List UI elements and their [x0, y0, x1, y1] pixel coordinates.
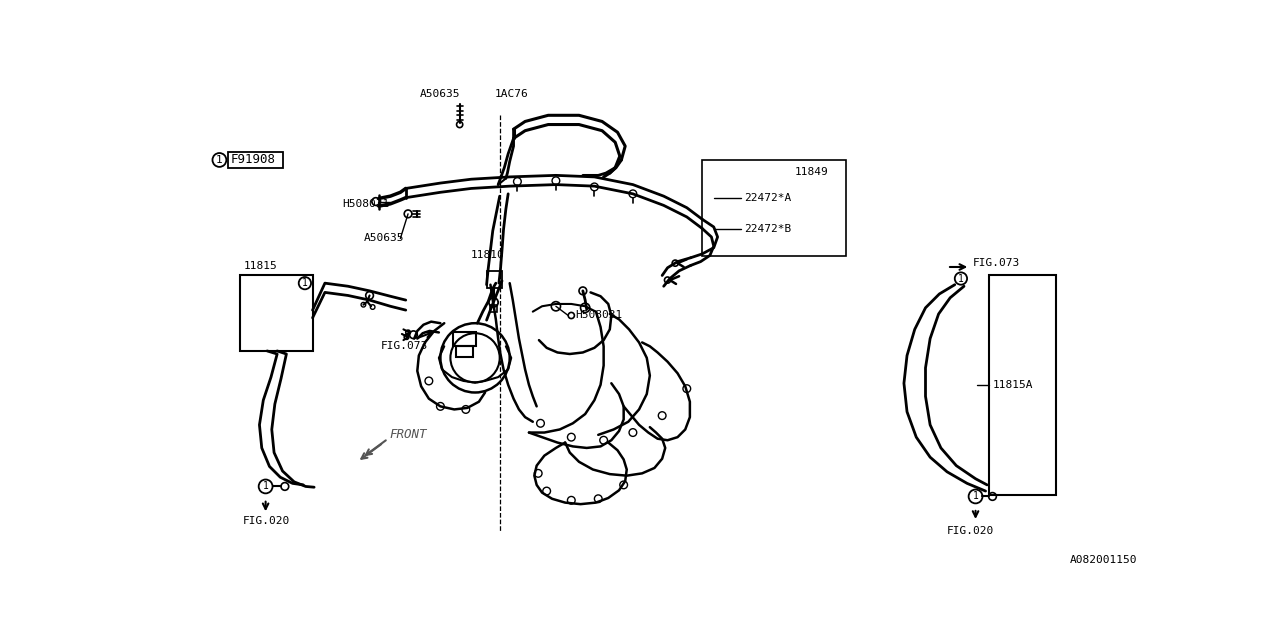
Text: 11815A: 11815A [992, 380, 1033, 390]
Bar [486, 271, 502, 288]
Text: 1: 1 [262, 481, 269, 492]
Text: 1: 1 [957, 273, 964, 284]
Text: FIG.073: FIG.073 [973, 258, 1020, 268]
Text: 1: 1 [216, 155, 223, 165]
Text: 22472*B: 22472*B [745, 224, 792, 234]
Text: 11815: 11815 [244, 261, 278, 271]
Bar [453, 332, 476, 346]
Text: 1: 1 [302, 278, 307, 288]
Text: FIG.073: FIG.073 [381, 341, 429, 351]
Text: 22472*A: 22472*A [745, 193, 792, 204]
Text: FIG.020: FIG.020 [947, 526, 995, 536]
Text: H508031: H508031 [575, 310, 622, 321]
Text: 11810: 11810 [471, 250, 504, 260]
Text: 1: 1 [973, 492, 978, 502]
Bar [228, 152, 283, 168]
Text: A50635: A50635 [420, 89, 461, 99]
Bar [456, 346, 472, 357]
Text: H508031: H508031 [342, 199, 389, 209]
Bar [241, 275, 312, 351]
Text: F91908: F91908 [230, 154, 276, 166]
Text: FRONT: FRONT [389, 428, 428, 442]
Bar [703, 160, 846, 256]
Text: FIG.020: FIG.020 [242, 516, 289, 526]
Text: A082001150: A082001150 [1070, 556, 1137, 565]
Text: A50635: A50635 [364, 234, 404, 243]
Bar [988, 275, 1056, 495]
Bar [490, 305, 498, 312]
Text: 1AC76: 1AC76 [494, 89, 529, 99]
Text: 11849: 11849 [795, 166, 828, 177]
